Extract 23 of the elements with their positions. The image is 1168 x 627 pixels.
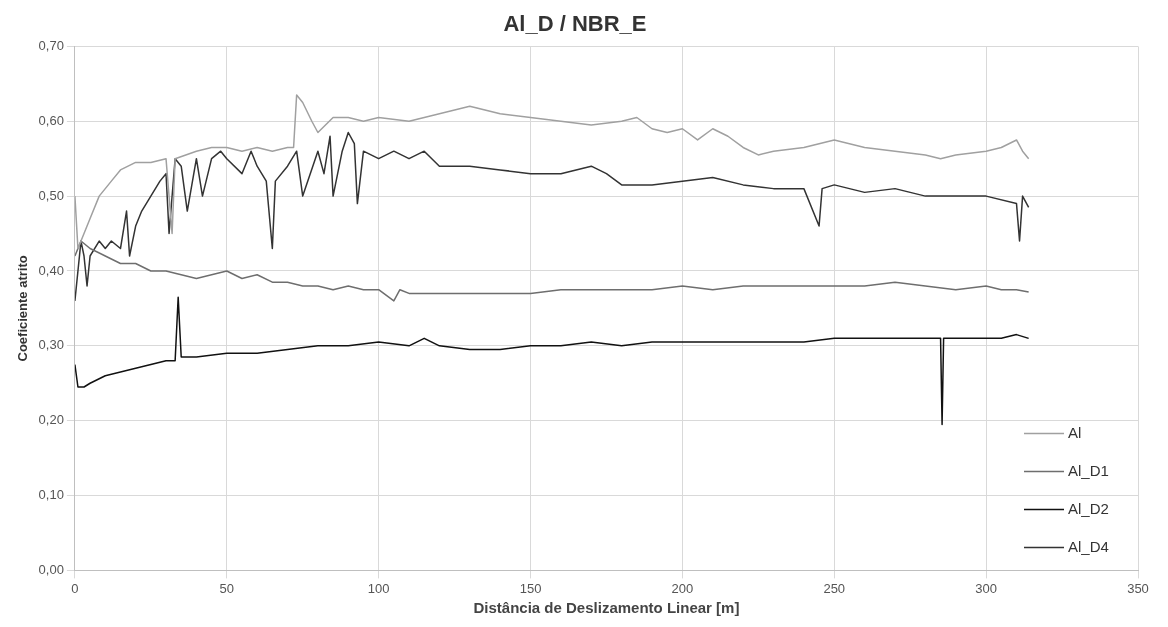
legend-label: Al_D4: [1068, 537, 1109, 555]
x-tick-label: 300: [975, 580, 997, 596]
x-tick-label: 200: [671, 580, 694, 596]
x-tick-label: 100: [367, 580, 390, 596]
x-tick-label: 250: [823, 580, 846, 596]
x-tick-label: 0: [71, 580, 79, 596]
y-tick-label: 0,40: [38, 262, 64, 278]
legend-label: Al_D1: [1068, 461, 1109, 479]
y-tick-label: 0,50: [38, 187, 64, 203]
x-tick-label: 150: [519, 580, 542, 596]
x-axis-title: Distância de Deslizamento Linear [m]: [473, 599, 740, 617]
y-tick-label: 0,70: [38, 37, 64, 53]
y-tick-label: 0,10: [38, 487, 64, 503]
x-tick-label: 50: [219, 580, 235, 596]
y-tick-label: 0,30: [38, 337, 64, 353]
legend-label: Al: [1068, 423, 1082, 441]
legend-label: Al_D2: [1068, 499, 1109, 517]
y-tick-label: 0,00: [38, 561, 64, 577]
y-tick-label: 0,20: [38, 412, 64, 428]
chart-title: Al_D / NBR_E: [503, 11, 647, 37]
x-tick-label: 350: [1127, 580, 1149, 596]
y-axis-title: Coeficiente atrito: [15, 255, 31, 362]
y-tick-label: 0,60: [38, 112, 64, 128]
